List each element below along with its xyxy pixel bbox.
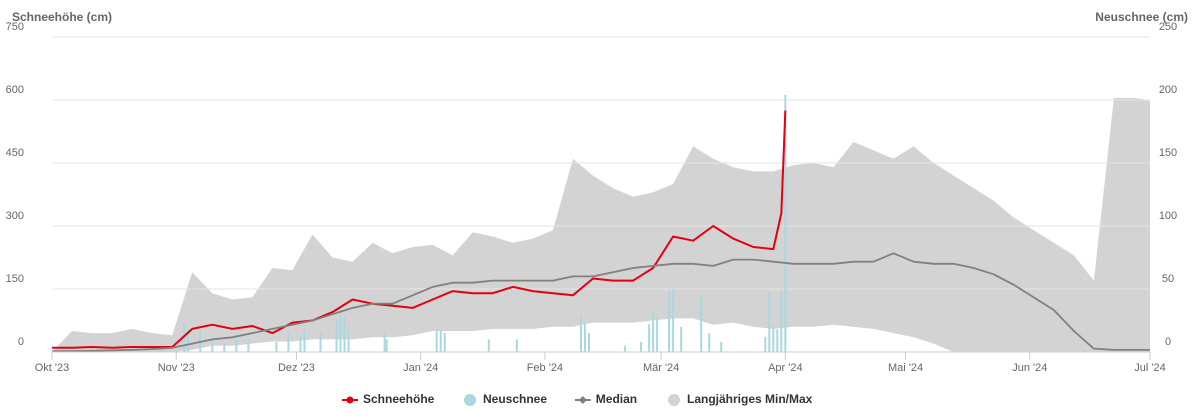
new-snow-bar	[579, 316, 582, 352]
new-snow-bar	[287, 333, 290, 352]
series-line	[52, 252, 1150, 353]
legend-item[interactable]: Langjähriges Min/Max	[668, 392, 813, 406]
new-snow-bar	[275, 341, 278, 352]
legend-marker	[668, 394, 680, 406]
new-snow-bar	[435, 329, 438, 352]
min-max-band	[52, 97, 1150, 353]
new-snow-bar	[772, 324, 775, 352]
y2-tick-label: 0	[1165, 336, 1171, 348]
axis-layer: 0 150 300 450 600 750 0 50 100 150 200 250 Okt '23 No…	[6, 21, 1178, 374]
x-tick-label: Jan '24	[403, 362, 438, 374]
new-snow-bar	[235, 336, 238, 352]
y-axis-title: Schneehöhe (cm)	[12, 10, 112, 24]
new-snow-bar	[672, 289, 675, 352]
legend-item[interactable]: Neuschnee	[464, 392, 547, 406]
x-tick-label: Dez '23	[278, 362, 315, 374]
new-snow-bar	[119, 345, 122, 352]
y-tick-label: 0	[18, 336, 24, 348]
legend: Schneehöhe Neuschnee Median Langjähriges Mi…	[342, 392, 813, 406]
band-layer	[52, 97, 1150, 353]
new-snow-bar	[648, 324, 651, 352]
legend-label: Neuschnee	[483, 392, 547, 406]
new-snow-bar	[700, 295, 703, 352]
x-tick-label: Jun '24	[1012, 362, 1047, 374]
new-snow-bar	[640, 341, 643, 352]
x-tick-label: Jul '24	[1134, 362, 1165, 374]
legend-label: Schneehöhe	[363, 392, 435, 406]
y-tick-label: 300	[6, 210, 24, 222]
new-snow-bar	[383, 333, 386, 352]
new-snow-bar	[347, 329, 350, 352]
y2-axis-title: Neuschnee (cm)	[1095, 10, 1188, 24]
legend-label: Langjähriges Min/Max	[687, 392, 813, 406]
new-snow-bar	[583, 324, 586, 352]
y-tick-label: 750	[6, 21, 24, 33]
x-tick-label: Feb '24	[527, 362, 563, 374]
y2-tick-label: 250	[1159, 21, 1177, 33]
legend-item[interactable]: Median	[574, 392, 637, 406]
x-tick-label: Okt '23	[35, 362, 70, 374]
new-snow-bar	[764, 336, 767, 352]
new-snow-bar	[720, 341, 723, 352]
y-tick-label: 150	[6, 273, 24, 285]
x-tick-label: Mai '24	[888, 362, 923, 374]
new-snow-bar	[780, 291, 783, 352]
new-snow-bar	[439, 330, 442, 352]
new-snow-bar	[385, 339, 388, 352]
new-snow-bar	[668, 291, 671, 352]
new-snow-bar	[187, 329, 190, 352]
legend-label: Median	[596, 392, 637, 406]
new-snow-bar	[680, 326, 683, 352]
new-snow-bar	[117, 345, 120, 352]
new-snow-bar	[343, 316, 346, 352]
new-snow-bar	[299, 336, 302, 352]
new-snow-bar	[784, 94, 787, 353]
new-snow-bar	[443, 333, 446, 352]
new-snow-bar	[656, 316, 659, 352]
series-line	[52, 110, 787, 349]
new-snow-bar	[211, 339, 214, 352]
new-snow-bar	[183, 324, 186, 352]
new-snow-bar	[247, 339, 250, 352]
y2-tick-label: 200	[1159, 84, 1177, 96]
new-snow-bar	[487, 339, 490, 352]
y2-tick-label: 50	[1162, 273, 1174, 285]
new-snow-bar	[515, 339, 518, 352]
new-snow-bar	[319, 333, 322, 352]
new-snow-bar	[652, 311, 655, 352]
new-snow-bar	[303, 329, 306, 352]
legend-marker	[578, 396, 587, 404]
line-layer	[52, 110, 1150, 353]
y2-tick-label: 150	[1159, 147, 1177, 159]
y2-tick-label: 100	[1159, 210, 1177, 222]
legend-marker	[464, 394, 476, 406]
new-snow-bar	[159, 346, 162, 352]
new-snow-bar	[768, 291, 771, 352]
y-tick-label: 600	[6, 84, 24, 96]
new-snow-bar	[708, 333, 711, 352]
legend-marker	[346, 396, 354, 404]
new-snow-bar	[223, 341, 226, 352]
new-snow-bar	[624, 345, 627, 352]
new-snow-bar	[587, 333, 590, 352]
y-tick-label: 450	[6, 147, 24, 159]
x-tick-label: Apr '24	[768, 362, 803, 374]
new-snow-bar	[335, 320, 338, 352]
bar-layer	[117, 94, 787, 353]
new-snow-bar	[776, 329, 779, 352]
x-tick-label: Mär '24	[643, 362, 679, 374]
legend-item[interactable]: Schneehöhe	[342, 392, 435, 406]
x-tick-label: Nov '23	[158, 362, 195, 374]
new-snow-bar	[339, 307, 342, 352]
